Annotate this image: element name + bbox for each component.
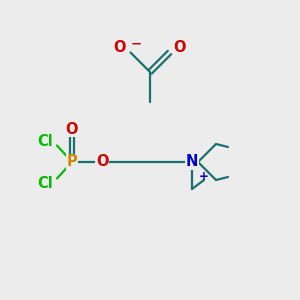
Text: N: N xyxy=(186,154,198,169)
Text: O: O xyxy=(174,40,186,56)
Text: O: O xyxy=(66,122,78,136)
Text: O: O xyxy=(114,40,126,56)
Text: P: P xyxy=(67,154,77,169)
Text: O: O xyxy=(96,154,108,169)
Text: +: + xyxy=(199,170,209,184)
Text: −: − xyxy=(131,37,142,50)
Text: Cl: Cl xyxy=(37,134,53,148)
Text: Cl: Cl xyxy=(37,176,53,190)
